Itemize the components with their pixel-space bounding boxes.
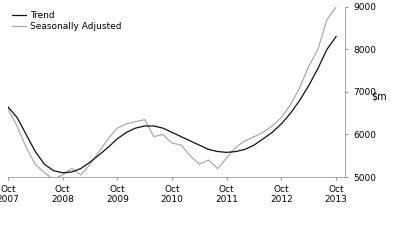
Seasonally Adjusted: [197, 163, 202, 166]
Seasonally Adjusted: [15, 125, 19, 127]
Trend: [106, 146, 111, 149]
Trend: [151, 125, 156, 127]
Seasonally Adjusted: [270, 125, 275, 127]
Seasonally Adjusted: [51, 178, 56, 180]
Trend: [51, 169, 56, 172]
Seasonally Adjusted: [334, 5, 339, 8]
Trend: [124, 131, 129, 134]
Seasonally Adjusted: [115, 127, 120, 129]
Trend: [261, 137, 266, 140]
Seasonally Adjusted: [252, 135, 256, 138]
Seasonally Adjusted: [233, 146, 238, 149]
Seasonally Adjusted: [106, 137, 111, 140]
Seasonally Adjusted: [124, 123, 129, 125]
Seasonally Adjusted: [6, 108, 10, 110]
Trend: [279, 123, 284, 125]
Seasonally Adjusted: [243, 140, 247, 142]
Trend: [334, 35, 339, 38]
Seasonally Adjusted: [170, 142, 174, 144]
Trend: [270, 131, 275, 134]
Seasonally Adjusted: [133, 120, 138, 123]
Trend: [142, 125, 147, 127]
Trend: [243, 148, 247, 151]
Seasonally Adjusted: [97, 150, 102, 153]
Seasonally Adjusted: [42, 171, 47, 174]
Trend: [188, 140, 193, 142]
Trend: [179, 135, 183, 138]
Trend: [197, 144, 202, 146]
Trend: [316, 67, 320, 70]
Trend: [97, 153, 102, 156]
Trend: [24, 133, 29, 136]
Seasonally Adjusted: [151, 135, 156, 138]
Trend: [6, 106, 10, 108]
Trend: [133, 127, 138, 129]
Legend: Trend, Seasonally Adjusted: Trend, Seasonally Adjusted: [12, 11, 121, 31]
Trend: [325, 48, 330, 51]
Seasonally Adjusted: [316, 48, 320, 51]
Seasonally Adjusted: [288, 103, 293, 106]
Seasonally Adjusted: [179, 144, 183, 146]
Trend: [88, 161, 93, 163]
Trend: [215, 150, 220, 153]
Seasonally Adjusted: [279, 116, 284, 119]
Line: Trend: Trend: [8, 37, 336, 173]
Seasonally Adjusted: [215, 167, 220, 170]
Trend: [15, 116, 19, 119]
Seasonally Adjusted: [160, 133, 165, 136]
Trend: [224, 151, 229, 154]
Seasonally Adjusted: [69, 167, 74, 170]
Trend: [42, 163, 47, 166]
Trend: [252, 144, 256, 146]
Trend: [206, 148, 211, 151]
Seasonally Adjusted: [206, 159, 211, 161]
Seasonally Adjusted: [306, 65, 311, 68]
Trend: [297, 99, 302, 102]
Seasonally Adjusted: [33, 163, 38, 166]
Seasonally Adjusted: [88, 163, 93, 166]
Trend: [33, 150, 38, 153]
Trend: [306, 84, 311, 87]
Seasonally Adjusted: [60, 174, 65, 176]
Seasonally Adjusted: [224, 157, 229, 159]
Trend: [170, 131, 174, 134]
Trend: [69, 171, 74, 173]
Seasonally Adjusted: [188, 154, 193, 157]
Seasonally Adjusted: [261, 131, 266, 134]
Trend: [115, 137, 120, 140]
Trend: [60, 171, 65, 174]
Trend: [79, 167, 83, 170]
Trend: [160, 127, 165, 129]
Trend: [288, 112, 293, 115]
Seasonally Adjusted: [79, 174, 83, 176]
Seasonally Adjusted: [142, 118, 147, 121]
Trend: [233, 150, 238, 153]
Line: Seasonally Adjusted: Seasonally Adjusted: [8, 7, 336, 179]
Seasonally Adjusted: [325, 18, 330, 21]
Y-axis label: $m: $m: [371, 92, 387, 102]
Seasonally Adjusted: [24, 146, 29, 149]
Seasonally Adjusted: [297, 86, 302, 89]
